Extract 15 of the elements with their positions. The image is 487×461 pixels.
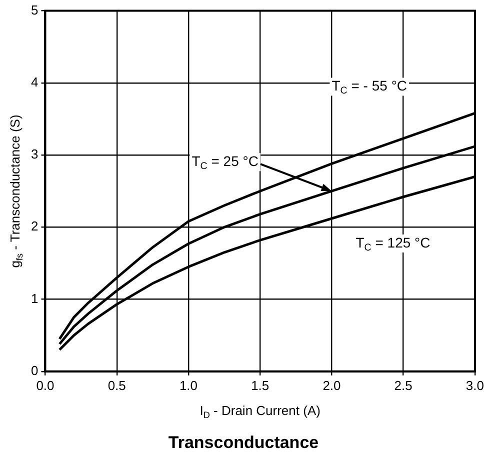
x-tick-label: 1.5: [251, 378, 270, 393]
x-tick-label: 3.0: [466, 378, 484, 393]
y-tick-label: 3: [30, 146, 38, 162]
text: Transconductance: [167, 433, 320, 453]
y-tick-label: 4: [30, 74, 38, 90]
x-tick-label: 2.0: [322, 378, 341, 393]
y-tick-label: 1: [30, 290, 38, 306]
y-tick-label: 0: [30, 362, 38, 378]
y-tick-label: 5: [30, 2, 38, 18]
y-tick-label: 2: [30, 218, 38, 234]
x-tick-label: 2.5: [394, 378, 412, 393]
x-tick-label: 1.0: [179, 378, 198, 393]
y-axis-title: gfs - Transconductance (S): [8, 114, 24, 268]
x-tick-label: 0.5: [108, 378, 126, 393]
x-tick-label: 0.0: [36, 378, 54, 393]
